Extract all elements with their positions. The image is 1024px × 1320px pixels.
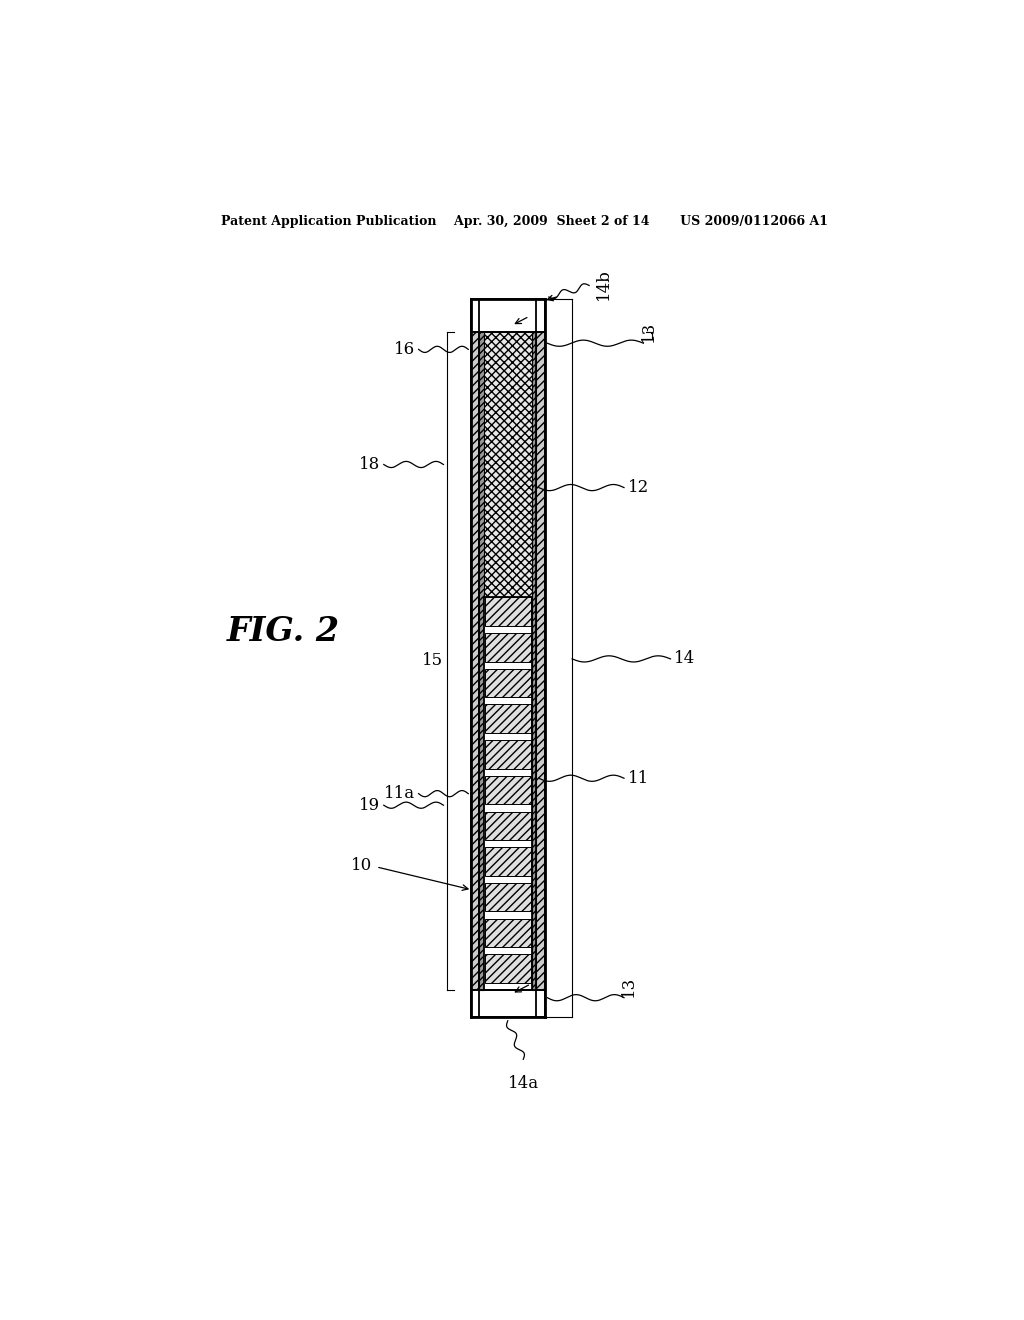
Polygon shape <box>484 954 531 983</box>
Polygon shape <box>479 331 483 990</box>
Text: Patent Application Publication    Apr. 30, 2009  Sheet 2 of 14       US 2009/011: Patent Application Publication Apr. 30, … <box>221 215 828 228</box>
Polygon shape <box>479 331 537 990</box>
Text: 13: 13 <box>621 975 637 997</box>
Text: 13: 13 <box>640 321 656 342</box>
Text: 14: 14 <box>675 651 695 668</box>
Polygon shape <box>484 776 531 804</box>
Text: 16: 16 <box>393 341 415 358</box>
Polygon shape <box>484 634 531 661</box>
Polygon shape <box>484 812 531 840</box>
Polygon shape <box>483 597 531 990</box>
Polygon shape <box>484 597 531 626</box>
Polygon shape <box>471 990 545 1016</box>
Text: 10: 10 <box>351 857 372 874</box>
Text: 14b: 14b <box>595 268 611 300</box>
Polygon shape <box>471 298 545 331</box>
Text: 15: 15 <box>422 652 443 669</box>
Text: FIG. 2: FIG. 2 <box>226 615 340 648</box>
Text: 14a: 14a <box>508 1074 539 1092</box>
Polygon shape <box>484 847 531 875</box>
Polygon shape <box>537 298 545 1016</box>
Text: 11: 11 <box>628 770 649 787</box>
Text: 12: 12 <box>628 479 649 496</box>
Polygon shape <box>484 883 531 911</box>
Polygon shape <box>484 705 531 733</box>
Polygon shape <box>531 331 537 990</box>
Polygon shape <box>471 298 479 1016</box>
Text: 18: 18 <box>358 455 380 473</box>
Polygon shape <box>484 669 531 697</box>
Polygon shape <box>484 919 531 948</box>
Text: 19: 19 <box>358 797 380 813</box>
Polygon shape <box>484 741 531 768</box>
Text: 11a: 11a <box>384 785 415 803</box>
